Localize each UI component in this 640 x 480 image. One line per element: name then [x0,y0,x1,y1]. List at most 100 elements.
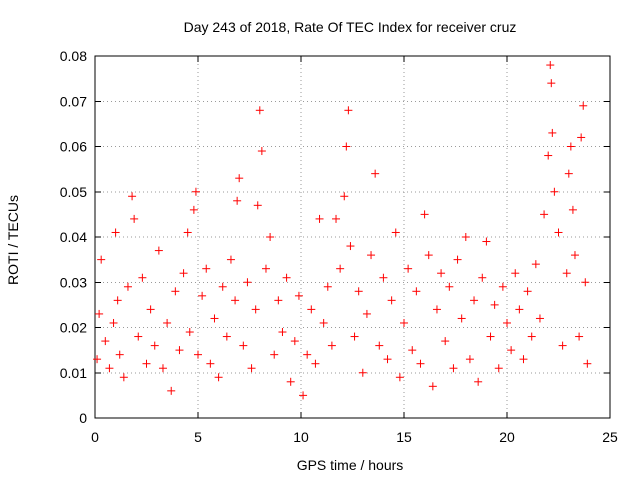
data-point-0-89 [424,251,433,260]
tick-labels: 0 5 10 15 20 25 0 0.01 0.02 0.03 0.04 0.05 0.06 0.07 0… [60,48,618,445]
data-point-0-3 [101,337,110,346]
x-tick-label-3: 15 [396,429,412,445]
data-point-0-22 [171,287,180,296]
y-tick-label-8: 0.08 [60,48,87,64]
y-axis-label: ROTI / TECUs [5,195,21,285]
data-point-0-88 [420,210,429,219]
data-point-0-116 [535,314,544,323]
data-point-0-26 [185,328,194,337]
data-point-0-115 [531,260,540,269]
data-point-0-20 [163,318,172,327]
data-point-0-27 [189,205,198,214]
data-point-0-78 [379,273,388,282]
data-point-0-106 [494,364,503,373]
data-point-0-70 [346,242,355,251]
data-point-0-17 [150,341,159,350]
data-point-0-121 [548,128,557,137]
y-tick-label-3: 0.03 [60,274,87,290]
data-point-0-101 [474,377,483,386]
data-point-0-77 [375,341,384,350]
data-point-0-54 [286,377,295,386]
data-point-0-35 [218,282,227,291]
data-point-0-76 [371,169,380,178]
data-point-0-97 [457,314,466,323]
data-point-0-67 [340,192,349,201]
data-point-0-68 [342,142,351,151]
data-point-0-80 [387,296,396,305]
data-point-0-83 [400,318,408,327]
data-point-0-56 [294,291,303,300]
data-point-0-90 [428,382,437,391]
data-point-0-66 [336,264,345,273]
y-tick-label-2: 0.02 [60,320,87,336]
data-point-0-109 [507,346,516,355]
data-point-0-107 [498,282,507,291]
data-point-0-58 [303,350,312,359]
data-point-0-1 [95,309,104,318]
data-point-0-93 [441,337,450,346]
data-point-0-73 [358,368,367,377]
data-point-0-130 [575,332,584,341]
data-point-0-2 [97,255,106,264]
data-point-0-114 [527,332,536,341]
data-point-0-37 [226,255,235,264]
data-point-0-32 [206,359,215,368]
data-point-0-96 [453,255,462,264]
data-point-0-40 [235,174,244,183]
data-point-0-64 [327,341,336,350]
data-point-0-79 [383,355,392,364]
data-point-0-128 [568,205,577,214]
data-point-0-98 [461,233,470,241]
data-point-0-75 [367,251,376,260]
data-point-0-123 [554,228,563,237]
data-point-0-43 [247,364,256,373]
data-point-0-91 [432,305,441,314]
data-point-0-127 [566,142,575,151]
chart-title: Day 243 of 2018, Rate Of TEC Index for r… [184,19,517,35]
data-point-0-39 [233,196,242,205]
data-point-0-119 [546,61,555,70]
data-point-0-110 [511,269,520,278]
y-tick-label-1: 0.01 [60,365,87,381]
data-point-0-95 [449,364,458,373]
data-point-0-53 [282,273,291,282]
data-points [93,61,592,400]
x-tick-label-2: 10 [293,429,309,445]
data-point-0-129 [570,251,579,260]
y-tick-label-5: 0.05 [60,184,87,200]
data-point-0-122 [550,187,559,196]
plot-frame [94,55,611,419]
data-point-0-30 [198,291,207,300]
data-point-0-61 [315,214,324,223]
data-point-0-65 [332,214,341,223]
data-point-0-13 [134,332,143,341]
x-tick-label-4: 20 [499,429,515,445]
data-point-0-74 [362,309,371,318]
data-point-0-31 [202,264,211,273]
data-point-0-117 [540,210,549,219]
data-point-0-33 [210,314,219,323]
data-point-0-131 [577,133,586,142]
x-axis-label: GPS time / hours [297,457,404,473]
data-point-0-87 [416,359,425,368]
data-point-0-118 [544,151,553,160]
data-point-0-6 [111,228,120,237]
data-point-0-50 [270,350,279,359]
data-point-0-23 [175,346,184,355]
data-point-0-14 [138,273,147,282]
data-point-0-104 [486,332,495,341]
data-point-0-4 [105,364,114,373]
x-tick-label-5: 25 [602,429,618,445]
data-point-0-45 [253,201,262,210]
data-point-0-11 [128,192,137,201]
data-point-0-44 [251,305,260,314]
data-point-0-38 [231,296,240,305]
data-point-0-92 [437,269,446,278]
data-point-0-49 [266,233,275,241]
data-point-0-48 [261,264,270,273]
data-point-0-0 [93,355,102,364]
data-point-0-102 [478,273,487,282]
data-point-0-85 [408,346,417,355]
data-point-0-103 [482,237,491,246]
chart-grid [95,56,610,418]
